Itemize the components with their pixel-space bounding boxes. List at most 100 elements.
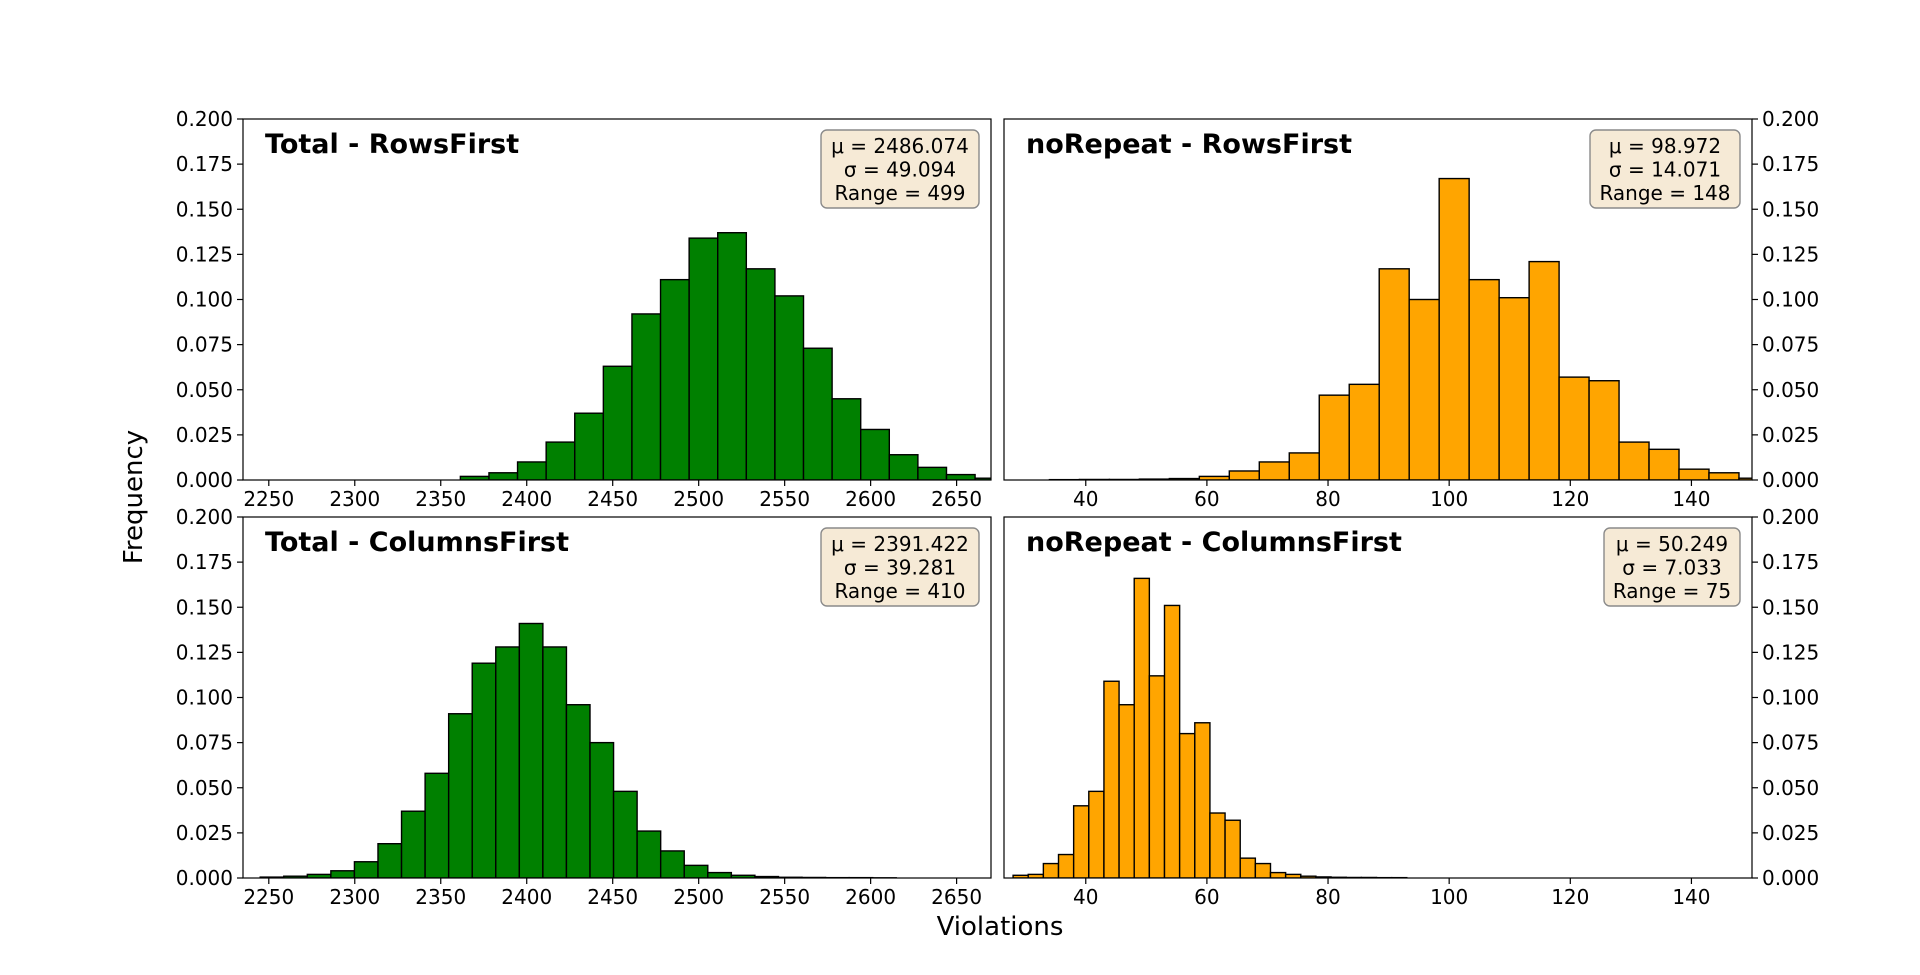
stats-line: μ = 2486.074 bbox=[831, 134, 969, 158]
histogram-bar bbox=[1194, 722, 1211, 878]
histogram-bar bbox=[831, 398, 862, 480]
histogram-bar bbox=[683, 864, 709, 878]
y-tick-label: 0.200 bbox=[1762, 107, 1819, 131]
histogram-bar bbox=[1148, 675, 1166, 878]
histogram-bar bbox=[1408, 298, 1440, 480]
x-tick-label: 100 bbox=[1430, 885, 1468, 909]
y-tick-label: 0.200 bbox=[176, 505, 233, 529]
histogram-bar bbox=[565, 704, 591, 878]
histogram-bar bbox=[1498, 296, 1530, 480]
y-tick-label: 0.200 bbox=[1762, 505, 1819, 529]
y-tick-label: 0.000 bbox=[1762, 866, 1819, 890]
histogram-bar bbox=[1678, 468, 1710, 480]
histogram-bar bbox=[888, 454, 919, 480]
x-tick-label: 2300 bbox=[329, 885, 380, 909]
histogram-bar bbox=[774, 295, 805, 480]
histogram-bar bbox=[745, 268, 776, 480]
y-tick-label: 0.075 bbox=[176, 333, 233, 357]
subplot-total-rowsfirst: 2250 2300 2350 2400 2450 2500 2550 2600 2650 0.00… bbox=[176, 107, 992, 511]
histogram-bar bbox=[516, 461, 547, 480]
y-tick-label: 0.175 bbox=[1762, 152, 1819, 176]
histogram-bar bbox=[1057, 853, 1075, 878]
bars-norepeat-columnsfirst bbox=[1012, 577, 1408, 878]
histogram-bar bbox=[542, 646, 568, 878]
histogram-bar bbox=[1133, 577, 1151, 878]
x-tick-label: 2650 bbox=[931, 487, 982, 511]
histogram-bar bbox=[1103, 680, 1120, 878]
y-tick-label: 0.150 bbox=[176, 595, 233, 619]
subplot-norepeat-rowsfirst: 40 60 80 100 120 140 0.000 0.025 0.050 0.075 0.100… bbox=[1003, 107, 1819, 511]
histogram-bar bbox=[1288, 452, 1320, 480]
y-tick-label: 0.100 bbox=[176, 686, 233, 710]
histogram-bar bbox=[802, 347, 833, 480]
histogram-bar bbox=[1254, 862, 1272, 878]
x-tick-label: 80 bbox=[1315, 885, 1340, 909]
y-tick-label: 0.125 bbox=[176, 640, 233, 664]
subplot-title: noRepeat - ColumnsFirst bbox=[1026, 527, 1402, 558]
bars-total-rowsfirst bbox=[459, 232, 991, 480]
histogram-bar bbox=[1558, 376, 1590, 480]
histogram-bar bbox=[1378, 268, 1410, 480]
stats-line: Range = 148 bbox=[1599, 181, 1730, 205]
histogram-bar bbox=[1258, 461, 1290, 480]
y-tick-label: 0.100 bbox=[1762, 288, 1819, 312]
histogram-bar bbox=[1163, 604, 1181, 878]
histogram-bar bbox=[612, 790, 638, 878]
y-tick-label: 0.075 bbox=[176, 731, 233, 755]
histogram-bar bbox=[1239, 857, 1257, 878]
y-tick-label: 0.050 bbox=[1762, 776, 1819, 800]
x-tick-label: 2350 bbox=[415, 487, 466, 511]
y-tick-label: 0.150 bbox=[1762, 595, 1819, 619]
subplot-title: noRepeat - RowsFirst bbox=[1026, 129, 1352, 160]
stats-line: μ = 98.972 bbox=[1609, 134, 1721, 158]
histogram-bar bbox=[589, 741, 615, 878]
y-tick-label: 0.150 bbox=[1762, 197, 1819, 221]
x-tick-label: 140 bbox=[1672, 885, 1710, 909]
histogram-bar bbox=[495, 646, 521, 878]
bars-total-columnsfirst bbox=[259, 622, 897, 878]
x-tick-label: 40 bbox=[1073, 885, 1098, 909]
histogram-bar bbox=[1228, 470, 1260, 480]
histogram-bar bbox=[377, 843, 403, 878]
stats-line: μ = 50.249 bbox=[1616, 532, 1728, 556]
histogram-bar bbox=[707, 871, 733, 878]
figure-ylabel: Frequency bbox=[119, 430, 149, 564]
y-tick-label: 0.150 bbox=[176, 197, 233, 221]
y-tick-label: 0.025 bbox=[176, 423, 233, 447]
stats-box bbox=[1589, 129, 1741, 209]
y-tick-label: 0.050 bbox=[1762, 378, 1819, 402]
stats-line: σ = 39.281 bbox=[844, 556, 956, 580]
histogram-bar bbox=[860, 428, 891, 480]
histogram-bar bbox=[424, 772, 450, 878]
y-tick-label: 0.000 bbox=[1762, 468, 1819, 492]
histogram-bar bbox=[1438, 177, 1470, 480]
y-tick-label: 0.200 bbox=[176, 107, 233, 131]
x-tick-label: 2350 bbox=[415, 885, 466, 909]
histogram-bar bbox=[974, 477, 991, 480]
histogram-bar bbox=[447, 713, 473, 878]
histogram-bar bbox=[659, 850, 685, 878]
x-tick-label: 2250 bbox=[243, 487, 294, 511]
x-tick-label: 2400 bbox=[501, 885, 552, 909]
histogram-bar bbox=[574, 412, 605, 480]
y-tick-label: 0.125 bbox=[1762, 640, 1819, 664]
x-tick-label: 2250 bbox=[243, 885, 294, 909]
y-tick-label: 0.100 bbox=[176, 288, 233, 312]
subplot-norepeat-columnsfirst: 40 60 80 100 120 140 0.000 0.025 0.050 0.075 0.100… bbox=[1003, 505, 1819, 909]
histogram-bar bbox=[631, 313, 662, 480]
histogram-bar bbox=[1348, 383, 1380, 480]
histogram-bar bbox=[717, 232, 748, 480]
histogram-bar bbox=[330, 870, 356, 878]
histogram-bar bbox=[1528, 260, 1560, 480]
x-tick-label: 2500 bbox=[673, 487, 724, 511]
histogram-bar bbox=[636, 830, 662, 878]
x-tick-label: 80 bbox=[1315, 487, 1340, 511]
histogram-bar bbox=[1708, 472, 1740, 480]
x-tick-label: 60 bbox=[1194, 487, 1219, 511]
x-tick-label: 2650 bbox=[931, 885, 982, 909]
bars-norepeat-rowsfirst bbox=[1048, 177, 1752, 480]
histogram-bar bbox=[1224, 819, 1241, 878]
x-tick-label: 2450 bbox=[587, 885, 638, 909]
y-tick-label: 0.175 bbox=[176, 152, 233, 176]
